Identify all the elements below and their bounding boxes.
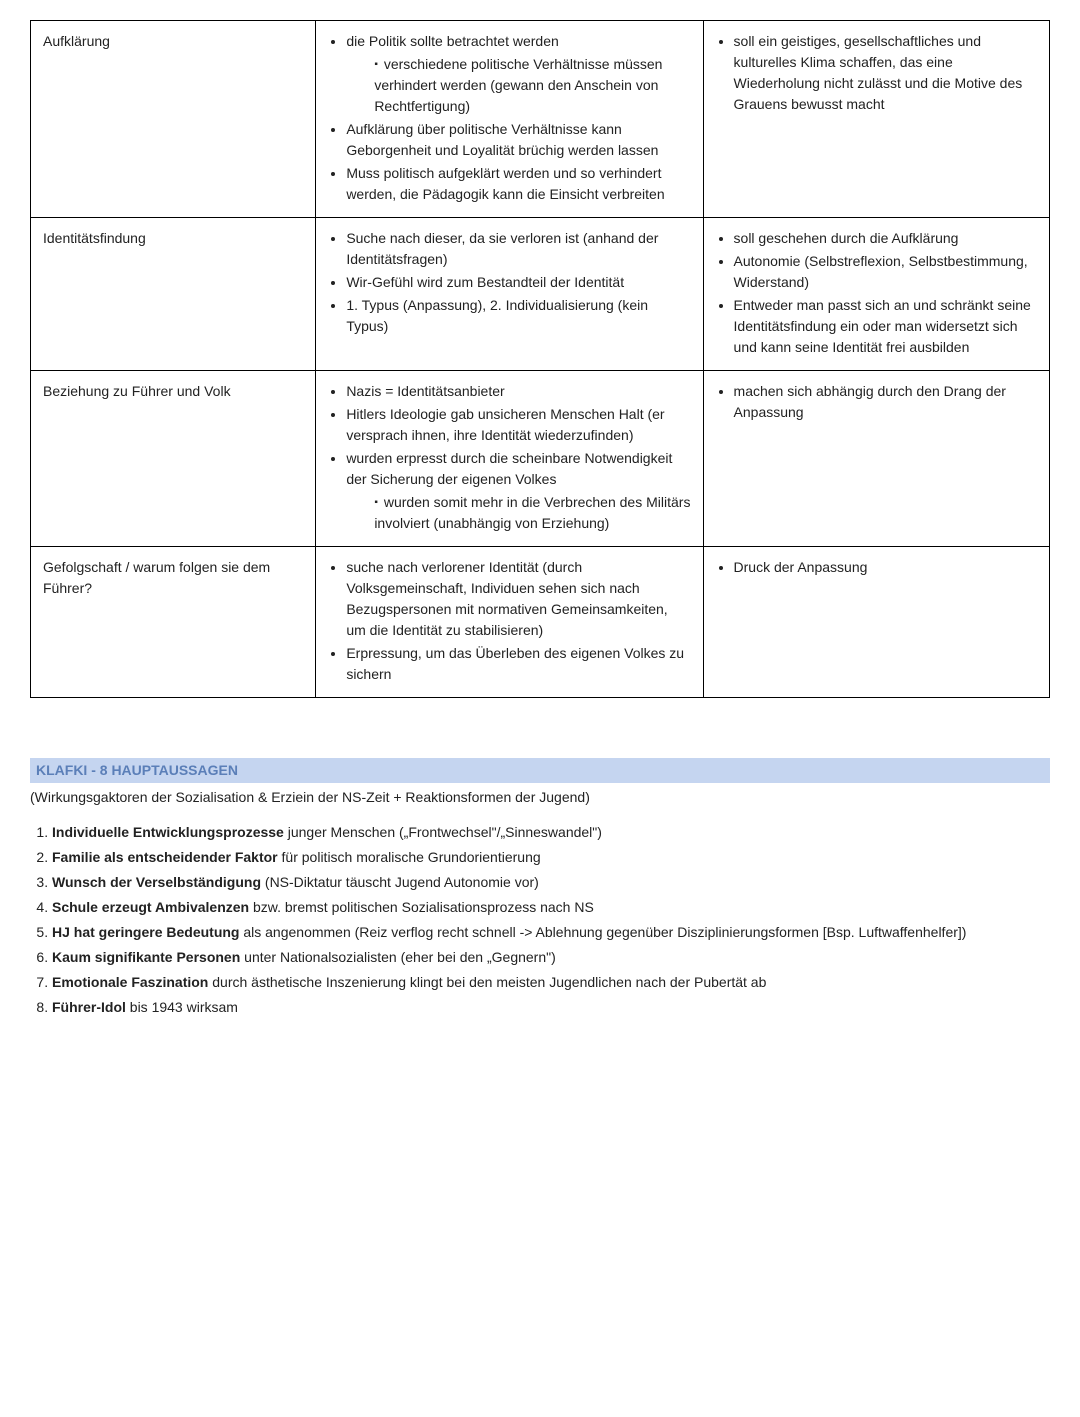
section-subtitle: (Wirkungsgaktoren der Sozialisation & Er…	[30, 787, 1050, 808]
list-item: Emotionale Faszination durch ästhetische…	[52, 972, 1050, 993]
row-col2: Suche nach dieser, da sie verloren ist (…	[316, 218, 703, 371]
table-row: Identitätsfindung Suche nach dieser, da s…	[31, 218, 1050, 371]
list-item-rest: durch ästhetische Inszenierung klingt be…	[208, 974, 766, 990]
list-item-bold: Familie als entscheidender Faktor	[52, 849, 278, 865]
bullet-item: wurden erpresst durch die scheinbare Not…	[346, 448, 690, 490]
list-item-rest: bzw. bremst politischen Sozialisationspr…	[249, 899, 594, 915]
bullet-item: Muss politisch aufgeklärt werden und so …	[346, 163, 690, 205]
row-col3: soll geschehen durch die AufklärungAuton…	[703, 218, 1049, 371]
bullet-item: Aufklärung über politische Verhältnisse …	[346, 119, 690, 161]
row-col2: suche nach verlorener Identität (durch V…	[316, 547, 703, 698]
bullet-item: Erpressung, um das Überleben des eigenen…	[346, 643, 690, 685]
bullet-item: soll ein geistiges, gesellschaftliches u…	[734, 31, 1037, 115]
bullet-item: Suche nach dieser, da sie verloren ist (…	[346, 228, 690, 270]
bullet-item: Wir-Gefühl wird zum Bestandteil der Iden…	[346, 272, 690, 293]
sub-bullet-item: verschiedene politische Verhältnisse müs…	[374, 54, 690, 117]
list-item-rest: unter Nationalsozialisten (eher bei den …	[240, 949, 555, 965]
list-item-bold: Führer-Idol	[52, 999, 126, 1015]
list-item: Individuelle Entwicklungsprozesse junger…	[52, 822, 1050, 843]
bullet-item: Entweder man passt sich an und schränkt …	[734, 295, 1037, 358]
bullet-item: 1. Typus (Anpassung), 2. Individualisier…	[346, 295, 690, 337]
comparison-table: Aufklärungdie Politik sollte betrachtet …	[30, 20, 1050, 698]
table-row: Aufklärungdie Politik sollte betrachtet …	[31, 21, 1050, 218]
list-item-rest: für politisch moralische Grundorientieru…	[278, 849, 541, 865]
list-item: HJ hat geringere Bedeutung als angenomme…	[52, 922, 1050, 943]
table-row: Gefolgschaft / warum folgen sie dem Führ…	[31, 547, 1050, 698]
bullet-item: die Politik sollte betrachtet werden	[346, 31, 690, 52]
bullet-item: soll geschehen durch die Aufklärung	[734, 228, 1037, 249]
bullet-item: Druck der Anpassung	[734, 557, 1037, 578]
row-label: Identitätsfindung	[31, 218, 316, 371]
list-item-rest: junger Menschen („Frontwechsel"/„Sinnesw…	[284, 824, 602, 840]
bullet-item: machen sich abhängig durch den Drang der…	[734, 381, 1037, 423]
list-item: Schule erzeugt Ambivalenzen bzw. bremst …	[52, 897, 1050, 918]
list-item-bold: HJ hat geringere Bedeutung	[52, 924, 239, 940]
bullet-item: Nazis = Identitätsanbieter	[346, 381, 690, 402]
bullet-item: Hitlers Ideologie gab unsicheren Mensche…	[346, 404, 690, 446]
list-item: Wunsch der Verselbständigung (NS-Diktatu…	[52, 872, 1050, 893]
row-col3: Druck der Anpassung	[703, 547, 1049, 698]
row-label: Gefolgschaft / warum folgen sie dem Führ…	[31, 547, 316, 698]
row-col3: machen sich abhängig durch den Drang der…	[703, 371, 1049, 547]
row-col2: die Politik sollte betrachtet werdenvers…	[316, 21, 703, 218]
list-item: Führer-Idol bis 1943 wirksam	[52, 997, 1050, 1018]
numbered-list: Individuelle Entwicklungsprozesse junger…	[30, 822, 1050, 1018]
row-label: Beziehung zu Führer und Volk	[31, 371, 316, 547]
row-col2: Nazis = IdentitätsanbieterHitlers Ideolo…	[316, 371, 703, 547]
list-item: Kaum signifikante Personen unter Nationa…	[52, 947, 1050, 968]
table-body: Aufklärungdie Politik sollte betrachtet …	[31, 21, 1050, 698]
list-item-bold: Emotionale Faszination	[52, 974, 208, 990]
list-item-rest: als angenommen (Reiz verflog recht schne…	[239, 924, 966, 940]
row-label: Aufklärung	[31, 21, 316, 218]
section-heading: KLAFKI - 8 HAUPTAUSSAGEN	[30, 758, 1050, 783]
list-item: Familie als entscheidender Faktor für po…	[52, 847, 1050, 868]
sub-bullet-item: wurden somit mehr in die Verbrechen des …	[374, 492, 690, 534]
list-item-rest: (NS-Diktatur täuscht Jugend Autonomie vo…	[261, 874, 539, 890]
list-item-bold: Individuelle Entwicklungsprozesse	[52, 824, 284, 840]
table-row: Beziehung zu Führer und VolkNazis = Iden…	[31, 371, 1050, 547]
row-col3: soll ein geistiges, gesellschaftliches u…	[703, 21, 1049, 218]
bullet-item: suche nach verlorener Identität (durch V…	[346, 557, 690, 641]
list-item-bold: Wunsch der Verselbständigung	[52, 874, 261, 890]
bullet-item: Autonomie (Selbstreflexion, Selbstbestim…	[734, 251, 1037, 293]
list-item-bold: Schule erzeugt Ambivalenzen	[52, 899, 249, 915]
list-item-rest: bis 1943 wirksam	[126, 999, 238, 1015]
list-item-bold: Kaum signifikante Personen	[52, 949, 240, 965]
